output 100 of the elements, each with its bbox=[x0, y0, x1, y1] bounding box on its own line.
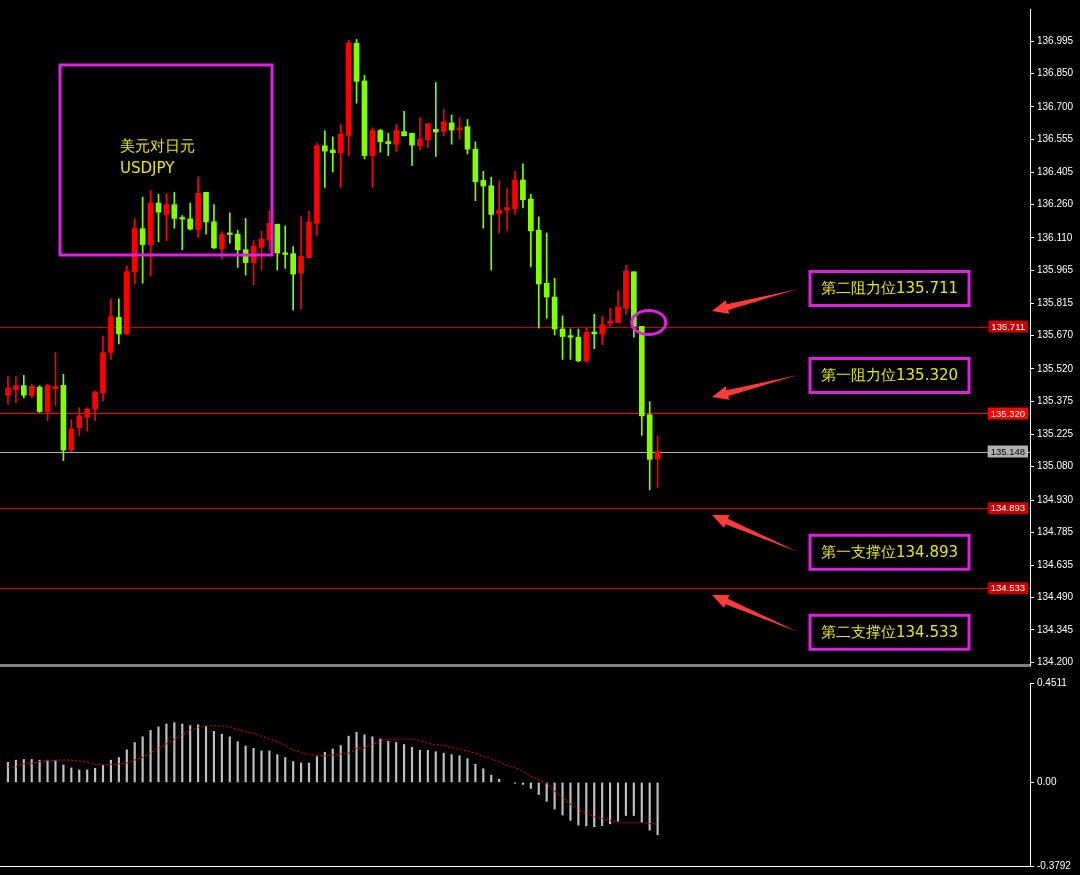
bar bbox=[561, 782, 564, 816]
bar bbox=[54, 760, 57, 783]
y-tick-label: 136.110 bbox=[1037, 231, 1073, 243]
candlestick bbox=[322, 130, 328, 188]
text: USDJPY bbox=[120, 158, 176, 177]
bar bbox=[204, 726, 208, 783]
bar bbox=[173, 722, 176, 783]
bar bbox=[569, 782, 572, 821]
bar bbox=[14, 759, 17, 783]
y-tick-label: 134.930 bbox=[1037, 493, 1074, 505]
bar bbox=[149, 730, 152, 783]
annotation: 第二阻力位135.711 bbox=[821, 279, 959, 298]
annotation: 第一阻力位135.320 bbox=[821, 366, 959, 385]
bar bbox=[371, 736, 374, 783]
bar bbox=[616, 782, 620, 822]
candlestick bbox=[417, 117, 423, 150]
candlestick bbox=[496, 180, 502, 234]
candlestick bbox=[607, 308, 613, 327]
bar bbox=[276, 754, 279, 783]
y-tick-label: 136.405 bbox=[1037, 166, 1074, 178]
y-tick-label: 135.965 bbox=[1037, 263, 1074, 275]
bar bbox=[379, 738, 382, 783]
bar bbox=[117, 757, 120, 783]
bar bbox=[640, 782, 643, 823]
bar bbox=[608, 782, 612, 825]
bar bbox=[442, 752, 445, 783]
ref-line-label: 135.148 bbox=[990, 445, 1025, 457]
y-tick-label: 134.635 bbox=[1037, 559, 1074, 571]
ref-line-label: 134.533 bbox=[990, 582, 1025, 594]
candlestick bbox=[385, 133, 392, 156]
text: 美元对日元 bbox=[120, 136, 195, 155]
candlestick bbox=[480, 171, 487, 229]
ref-line-label: 135.711 bbox=[991, 320, 1026, 332]
bar bbox=[434, 751, 437, 783]
y-tick-label: 136.555 bbox=[1037, 132, 1074, 144]
bar bbox=[181, 723, 184, 783]
y-tick-label: 135.520 bbox=[1037, 362, 1074, 374]
y-tick-label: -0.3792 bbox=[1037, 859, 1072, 871]
bar bbox=[189, 725, 192, 783]
bar bbox=[403, 744, 406, 783]
candlestick bbox=[298, 215, 304, 310]
bar bbox=[601, 782, 604, 826]
bar bbox=[220, 733, 223, 783]
bar bbox=[410, 747, 414, 783]
y-tick-label: 134.490 bbox=[1037, 591, 1074, 603]
bar bbox=[197, 724, 200, 783]
bar bbox=[577, 782, 580, 826]
bar bbox=[482, 768, 485, 783]
bar bbox=[355, 732, 358, 783]
bar bbox=[260, 750, 263, 783]
bar bbox=[141, 736, 144, 783]
bar bbox=[529, 782, 532, 789]
y-tick-label: 136.995 bbox=[1037, 35, 1074, 47]
y-tick-label: 0.4511 bbox=[1037, 676, 1068, 688]
bar bbox=[363, 734, 366, 783]
line-series bbox=[7, 724, 659, 825]
bar bbox=[236, 741, 239, 783]
bar bbox=[545, 782, 548, 802]
y-tick-label: 136.260 bbox=[1037, 198, 1074, 210]
y-tick-label: 135.225 bbox=[1037, 428, 1074, 440]
y-tick-label: 135.375 bbox=[1037, 394, 1074, 406]
candlestick bbox=[329, 136, 336, 173]
candlestick bbox=[543, 232, 550, 319]
bar bbox=[109, 759, 113, 783]
y-tick-label: 135.815 bbox=[1037, 297, 1074, 309]
y-tick-label: 0.00 bbox=[1037, 776, 1057, 788]
bar bbox=[466, 758, 469, 783]
bar bbox=[228, 736, 231, 783]
candlestick bbox=[504, 188, 510, 232]
bar bbox=[395, 742, 398, 783]
bar bbox=[593, 782, 596, 828]
y-tick-label: 134.200 bbox=[1037, 655, 1074, 667]
bar bbox=[46, 759, 49, 783]
bar bbox=[458, 755, 461, 783]
bar bbox=[268, 750, 271, 783]
candlestick bbox=[13, 376, 19, 404]
bar bbox=[244, 745, 247, 783]
annotation: 第二支撑位134.533 bbox=[821, 623, 959, 642]
bar bbox=[632, 782, 635, 816]
annotation: 第一支撑位134.893 bbox=[821, 543, 959, 562]
bar bbox=[125, 749, 128, 783]
bar bbox=[165, 723, 168, 783]
y-tick-label: 134.345 bbox=[1037, 623, 1074, 635]
candlestick bbox=[179, 215, 186, 251]
bar bbox=[624, 782, 627, 816]
candlestick bbox=[401, 111, 407, 137]
y-tick-label: 135.080 bbox=[1037, 460, 1074, 472]
candlestick bbox=[282, 225, 289, 269]
bar bbox=[585, 782, 588, 827]
y-tick-label: 134.785 bbox=[1037, 525, 1074, 537]
bar bbox=[212, 730, 216, 783]
bar bbox=[292, 761, 295, 783]
bar bbox=[426, 749, 429, 783]
bar bbox=[307, 762, 311, 783]
candlestick bbox=[226, 212, 233, 244]
bar bbox=[284, 757, 287, 783]
bar bbox=[418, 749, 422, 783]
y-tick-label: 136.850 bbox=[1037, 67, 1074, 79]
bar bbox=[474, 764, 477, 783]
bar bbox=[315, 756, 319, 783]
